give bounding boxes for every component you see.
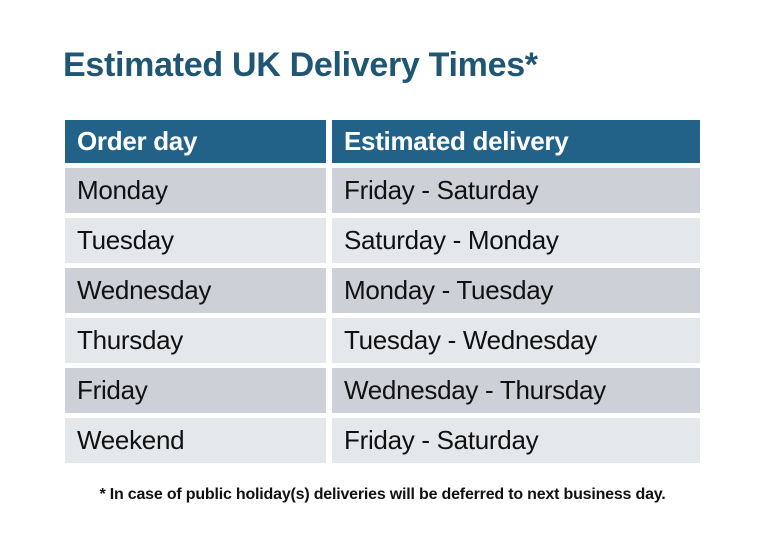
cell-order-day: Weekend [65,418,326,463]
cell-order-day: Friday [65,368,326,413]
cell-estimated-delivery: Friday - Saturday [332,418,700,463]
cell-order-day: Wednesday [65,268,326,313]
cell-order-day: Monday [65,168,326,213]
cell-estimated-delivery: Wednesday - Thursday [332,368,700,413]
cell-estimated-delivery: Monday - Tuesday [332,268,700,313]
page-title: Estimated UK Delivery Times* [63,46,538,84]
column-header-estimated-delivery: Estimated delivery [332,120,700,163]
column-header-order-day: Order day [65,120,326,163]
cell-estimated-delivery: Friday - Saturday [332,168,700,213]
delivery-times-table: Order day Estimated delivery Monday Frid… [65,120,700,463]
footnote: * In case of public holiday(s) deliverie… [99,486,666,503]
cell-order-day: Thursday [65,318,326,363]
cell-estimated-delivery: Tuesday - Wednesday [332,318,700,363]
cell-estimated-delivery: Saturday - Monday [332,218,700,263]
cell-order-day: Tuesday [65,218,326,263]
